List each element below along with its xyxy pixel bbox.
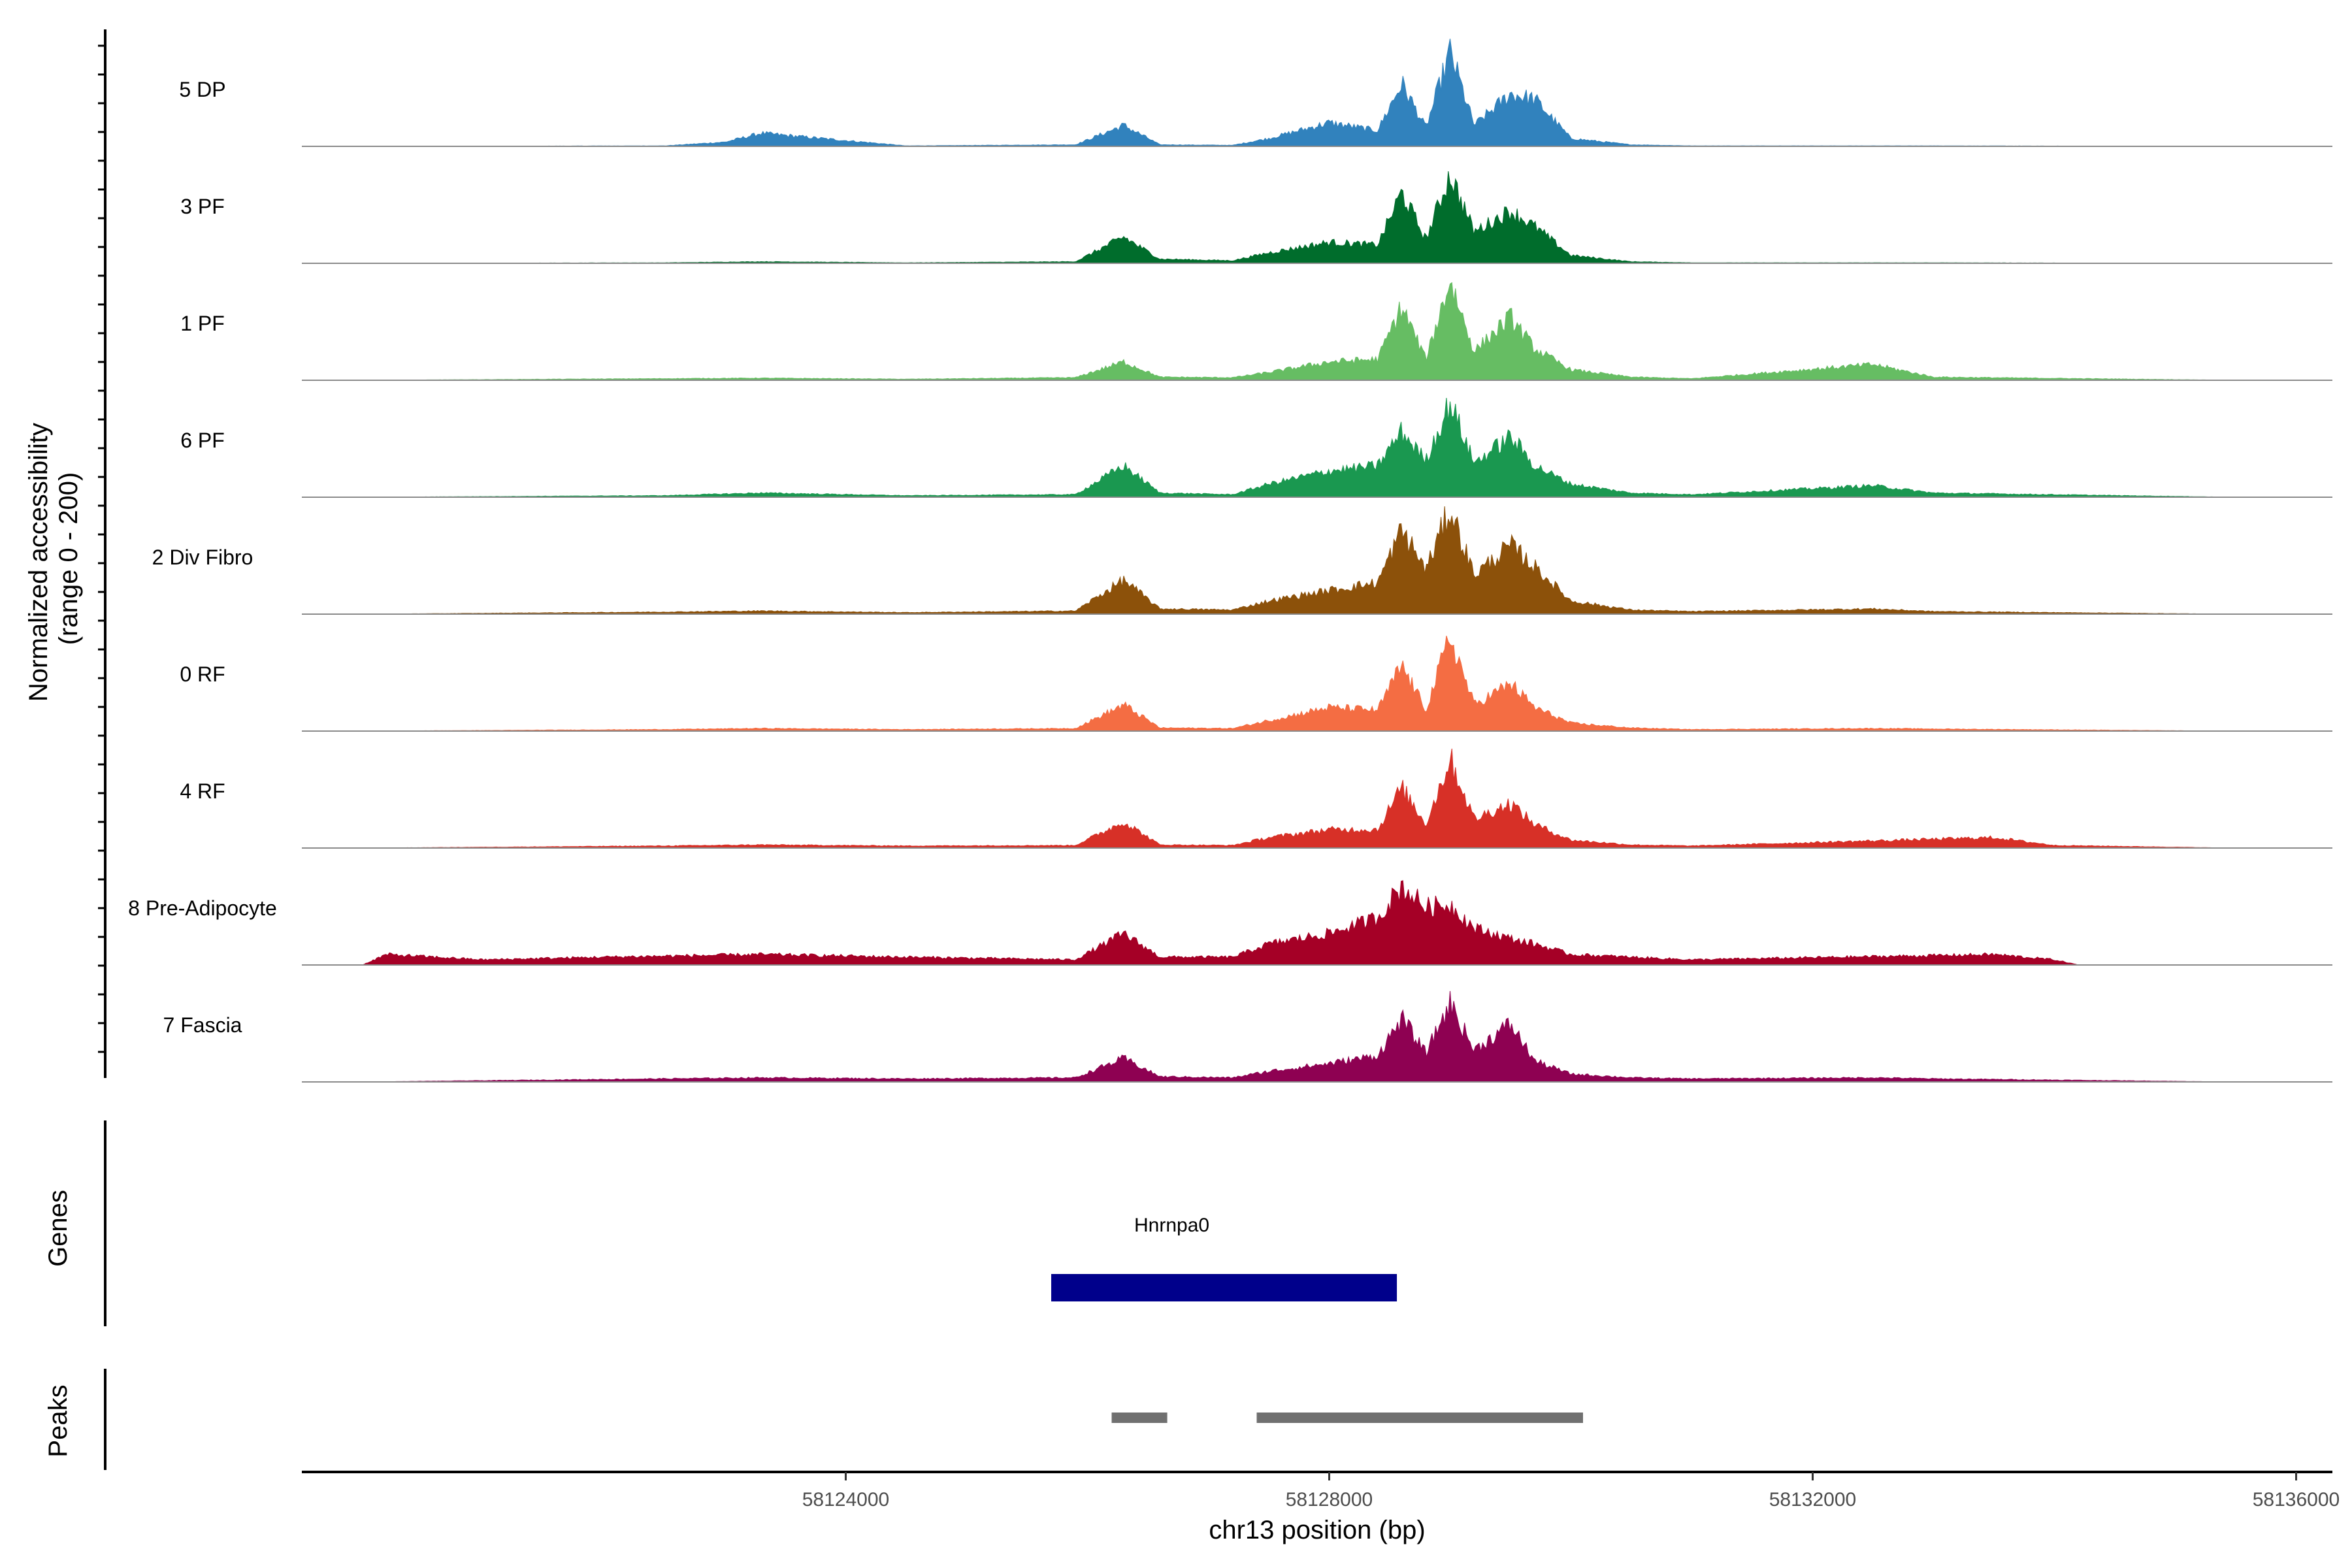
peaks-panel-title: Peaks	[44, 1384, 73, 1457]
coverage-area	[362, 398, 2236, 498]
track-4: 6 PF	[180, 398, 2332, 498]
gene-label: Hnrnpa0	[1134, 1215, 1209, 1236]
coverage-area	[362, 748, 2236, 849]
peak-region	[1111, 1413, 1168, 1423]
coverage-axis-ticks	[98, 44, 105, 1053]
track-label: 5 DP	[179, 78, 225, 101]
coverage-area	[362, 282, 2236, 381]
coverage-axis-title: Normalized accessibility (range 0 - 200)	[24, 416, 83, 702]
track-label: 3 PF	[180, 195, 225, 218]
track-1: 5 DP	[179, 39, 2332, 147]
x-axis-ticks: 58124000 58128000 58132000 58136000	[802, 1472, 2340, 1511]
track-7: 4 RF	[180, 748, 2332, 849]
genes-panel-title: Genes	[44, 1190, 73, 1267]
track-9: 7 Fascia	[163, 990, 2332, 1083]
gene-body	[1051, 1274, 1397, 1301]
x-tick-label: 58136000	[2253, 1489, 2340, 1511]
genes-track: Hnrnpa0	[1051, 1215, 1397, 1301]
track-label: 2 Div Fibro	[152, 546, 253, 569]
x-tick-label: 58124000	[802, 1489, 889, 1511]
track-label: 8 Pre-Adipocyte	[128, 896, 277, 920]
track-5: 2 Div Fibro	[152, 506, 2332, 615]
track-2: 3 PF	[180, 171, 2332, 264]
track-label: 0 RF	[180, 662, 225, 686]
coverage-area	[362, 880, 2079, 966]
coverage-area	[362, 636, 2236, 732]
track-label: 4 RF	[180, 779, 225, 803]
x-axis-title: chr13 position (bp)	[1209, 1516, 1425, 1544]
peak-region	[1256, 1413, 1583, 1423]
track-8: 8 Pre-Adipocyte	[128, 880, 2332, 966]
x-tick-label: 58132000	[1769, 1489, 1856, 1511]
peaks-track	[1111, 1413, 1583, 1423]
track-label: 1 PF	[180, 312, 225, 335]
track-label: 7 Fascia	[163, 1013, 242, 1037]
coverage-area	[362, 990, 2236, 1083]
coverage-area	[362, 506, 2236, 615]
track-label: 6 PF	[180, 429, 225, 452]
x-tick-label: 58128000	[1286, 1489, 1373, 1511]
track-3: 1 PF	[180, 282, 2332, 381]
track-6: 0 RF	[180, 636, 2332, 732]
coverage-tracks: 5 DP 3 PF 1 PF 6 PF 2 Div Fibro 0 RF 4 RF 8 Pre…	[128, 39, 2332, 1083]
